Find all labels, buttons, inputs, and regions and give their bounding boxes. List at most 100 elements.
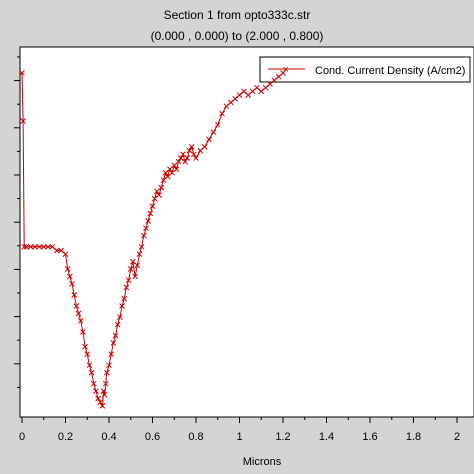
legend-label: Cond. Current Density (A/cm2) bbox=[315, 65, 465, 77]
marker-stroke bbox=[186, 147, 193, 154]
marker-stroke bbox=[190, 151, 197, 158]
data-point bbox=[82, 343, 88, 350]
data-point bbox=[106, 362, 112, 369]
data-point bbox=[206, 136, 212, 143]
marker-stroke bbox=[49, 243, 56, 250]
data-point bbox=[138, 243, 145, 250]
marker-stroke bbox=[73, 303, 80, 309]
marker-stroke bbox=[210, 129, 217, 135]
data-point bbox=[97, 399, 104, 406]
marker-stroke bbox=[82, 343, 88, 350]
x-tick-label: 1.6 bbox=[362, 431, 377, 443]
data-point bbox=[84, 351, 91, 357]
data-point bbox=[184, 155, 191, 161]
x-tick-label: 0.6 bbox=[145, 431, 160, 443]
marker-stroke bbox=[101, 391, 108, 398]
data-point bbox=[117, 314, 123, 320]
marker-stroke bbox=[58, 247, 65, 254]
marker-stroke bbox=[36, 243, 43, 250]
series-group bbox=[19, 70, 286, 409]
data-point bbox=[280, 70, 286, 76]
data-point bbox=[75, 310, 82, 317]
marker-stroke bbox=[132, 273, 138, 280]
marker-stroke bbox=[53, 247, 60, 254]
data-point bbox=[19, 70, 25, 76]
plot-frame bbox=[19, 46, 474, 418]
data-point bbox=[147, 210, 154, 217]
data-point bbox=[23, 243, 30, 250]
marker-stroke bbox=[19, 70, 25, 76]
marker-stroke bbox=[23, 243, 30, 250]
data-point bbox=[123, 284, 130, 291]
marker-stroke bbox=[219, 110, 225, 117]
marker-stroke bbox=[240, 88, 247, 95]
marker-stroke bbox=[45, 243, 51, 250]
marker-stroke bbox=[173, 166, 180, 172]
marker-stroke bbox=[136, 251, 143, 258]
data-point bbox=[210, 129, 217, 135]
marker-stroke bbox=[175, 158, 182, 165]
marker-stroke bbox=[140, 232, 147, 239]
data-point bbox=[188, 144, 195, 150]
marker-stroke bbox=[156, 192, 162, 198]
data-point bbox=[77, 317, 84, 324]
x-tick-label: 1 bbox=[236, 431, 242, 443]
marker-stroke bbox=[20, 118, 26, 124]
marker-stroke bbox=[40, 243, 47, 250]
marker-stroke bbox=[103, 369, 110, 376]
data-point bbox=[143, 225, 149, 232]
marker-stroke bbox=[182, 158, 188, 165]
marker-stroke bbox=[80, 329, 86, 335]
data-point bbox=[66, 273, 73, 280]
marker-stroke bbox=[86, 362, 93, 369]
marker-stroke bbox=[117, 314, 123, 320]
data-point bbox=[32, 243, 38, 250]
data-point bbox=[132, 273, 138, 280]
marker-stroke bbox=[71, 292, 78, 298]
data-point bbox=[95, 395, 101, 402]
data-point bbox=[145, 218, 152, 224]
x-tick-label: 1.8 bbox=[406, 431, 421, 443]
x-tick-label: 2 bbox=[454, 431, 460, 443]
marker-stroke bbox=[280, 70, 286, 76]
data-point bbox=[53, 247, 60, 254]
data-point bbox=[127, 266, 134, 272]
data-point bbox=[108, 351, 115, 357]
marker-stroke bbox=[127, 266, 134, 272]
marker-stroke bbox=[99, 403, 106, 409]
marker-stroke bbox=[184, 155, 191, 161]
marker-stroke bbox=[214, 121, 221, 128]
x-axis-label: Microns bbox=[243, 456, 282, 468]
data-point bbox=[190, 151, 197, 158]
data-point bbox=[64, 266, 71, 272]
marker-stroke bbox=[119, 303, 125, 309]
data-point bbox=[182, 158, 188, 165]
marker-stroke bbox=[106, 362, 112, 369]
legend: × Cond. Current Density (A/cm2) bbox=[259, 56, 471, 83]
data-point bbox=[88, 369, 95, 376]
marker-stroke bbox=[180, 151, 186, 158]
marker-stroke bbox=[100, 388, 107, 394]
data-point bbox=[86, 362, 93, 369]
marker-stroke bbox=[143, 225, 149, 232]
marker-stroke bbox=[177, 155, 184, 161]
marker-stroke bbox=[95, 395, 101, 402]
data-point bbox=[125, 277, 132, 283]
marker-stroke bbox=[149, 203, 156, 209]
marker-stroke bbox=[121, 295, 128, 302]
x-tick-label: 0.8 bbox=[188, 431, 203, 443]
marker-stroke bbox=[84, 351, 91, 357]
data-point bbox=[93, 388, 99, 394]
data-point bbox=[40, 243, 47, 250]
marker-stroke bbox=[145, 218, 152, 224]
data-point bbox=[80, 329, 86, 335]
x-tick-label: 0 bbox=[19, 431, 25, 443]
marker-stroke bbox=[69, 280, 75, 287]
marker-stroke bbox=[112, 332, 119, 339]
data-point bbox=[20, 118, 26, 124]
marker-stroke bbox=[75, 310, 82, 317]
marker-stroke bbox=[90, 380, 97, 387]
legend-marker-icon: × bbox=[283, 64, 289, 76]
data-point bbox=[158, 184, 165, 191]
